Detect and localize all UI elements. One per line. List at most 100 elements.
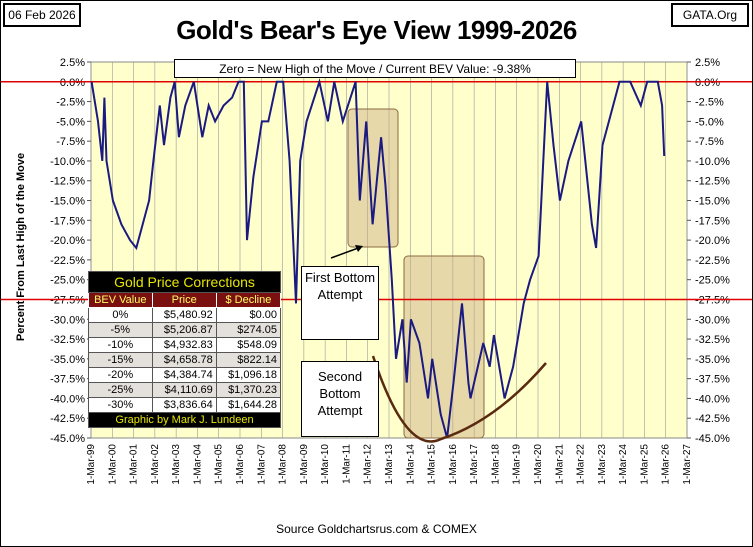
- y-tick-label-left: -25.0%: [50, 275, 85, 287]
- arrow-head: [355, 245, 363, 252]
- table-cell: -25%: [88, 382, 153, 398]
- x-tick-label: 1-Mar-15: [427, 444, 438, 485]
- x-tick-label: 1-Mar-20: [533, 444, 544, 485]
- y-tick-label-right: -37.5%: [695, 374, 730, 386]
- y-tick-label-right: -32.5%: [695, 334, 730, 346]
- y-tick-label-left: -37.5%: [50, 374, 85, 386]
- y-tick-label-right: -45.0%: [695, 433, 730, 445]
- y-tick-label-left: -42.5%: [50, 413, 85, 425]
- x-tick-label: 1-Mar-02: [150, 444, 161, 485]
- table-cell: -10%: [88, 337, 153, 353]
- table-title: Gold Price Corrections: [88, 271, 281, 293]
- x-tick-label: 1-Mar-17: [469, 444, 480, 485]
- x-tick-label: 1-Mar-12: [363, 444, 374, 485]
- second-bottom-box: [403, 255, 485, 439]
- y-tick-label-right: -35.0%: [695, 354, 730, 366]
- x-tick-label: 1-Mar-24: [618, 444, 629, 485]
- x-tick-label: 1-Mar-03: [171, 444, 182, 485]
- site-label: GATA.Org: [671, 3, 749, 27]
- y-tick-label-right: -40.0%: [695, 393, 730, 405]
- y-tick-label-right: -22.5%: [695, 255, 730, 267]
- y-tick-label-right: -10.0%: [695, 156, 730, 168]
- table-row: -20% $4,384.74 $1,096.18: [88, 367, 282, 383]
- x-tick-label: 1-Mar-13: [384, 444, 395, 485]
- y-tick-label-right: -12.5%: [695, 176, 730, 188]
- corrections-table: Gold Price Corrections BEV Value Price $ D…: [88, 271, 282, 428]
- x-tick-label: 1-Mar-07: [256, 444, 267, 485]
- y-tick-label-right: 0.0%: [695, 77, 720, 89]
- x-tick-label: 1-Mar-21: [554, 444, 565, 485]
- table-cell: $1,370.23: [215, 382, 282, 398]
- y-tick-label-left: -17.5%: [50, 215, 85, 227]
- y-tick-label-left: -27.5%: [50, 294, 85, 306]
- y-tick-label-right: -25.0%: [695, 275, 730, 287]
- y-tick-label-left: 0.0%: [60, 77, 85, 89]
- y-tick-label-left: -20.0%: [50, 235, 85, 247]
- x-tick-label: 1-Mar-01: [129, 444, 140, 485]
- table-row: -25% $4,110.69 $1,370.23: [88, 382, 282, 398]
- x-tick-label: 1-Mar-09: [299, 444, 310, 485]
- table-cell: $1,096.18: [215, 367, 282, 383]
- y-tick-label-right: -15.0%: [695, 196, 730, 208]
- y-tick-label-right: -20.0%: [695, 235, 730, 247]
- x-tick-label: 1-Mar-06: [235, 444, 246, 485]
- x-tick-label: 1-Mar-23: [597, 444, 608, 485]
- y-tick-label-left: -22.5%: [50, 255, 85, 267]
- y-tick-label-right: -2.5%: [695, 97, 724, 109]
- table-cell: $4,110.69: [151, 382, 217, 398]
- x-tick-label: 1-Mar-11: [341, 444, 352, 484]
- x-tick-label: 1-Mar-04: [192, 444, 203, 485]
- table-cell: $0.00: [215, 307, 282, 323]
- table-cell: $822.14: [215, 352, 282, 368]
- y-tick-label-right: -30.0%: [695, 314, 730, 326]
- table-row: -15% $4,658.78 $822.14: [88, 352, 282, 368]
- table-cell: $3,836.64: [151, 397, 217, 413]
- chart-title: Gold's Bear's Eye View 1999-2026: [176, 15, 577, 45]
- x-tick-label: 1-Mar-19: [512, 444, 523, 485]
- legend-box: Zero = New High of the Move / Current BE…: [174, 59, 576, 78]
- first-bottom-callout: First Bottom Attempt: [301, 266, 379, 340]
- y-tick-label-right: 2.5%: [695, 57, 720, 69]
- y-tick-label-left: -5.0%: [56, 116, 85, 128]
- x-tick-label: 1-Mar-27: [682, 444, 693, 485]
- table-cell: $1,644.28: [215, 397, 282, 413]
- y-tick-label-left: -35.0%: [50, 354, 85, 366]
- second-bottom-callout: Second Bottom Attempt: [301, 361, 379, 437]
- table-row: 0% $5,480.92 $0.00: [88, 307, 282, 323]
- y-tick-label-left: -32.5%: [50, 334, 85, 346]
- table-cell: -5%: [88, 322, 153, 338]
- bottom-curve: [371, 355, 547, 443]
- first-bottom-box: [347, 108, 399, 248]
- y-tick-label-left: -7.5%: [56, 136, 85, 148]
- col-header: $ Decline: [215, 292, 282, 308]
- x-tick-label: 1-Mar-08: [278, 444, 289, 485]
- y-tick-label-left: -12.5%: [50, 176, 85, 188]
- table-row: -30% $3,836.64 $1,644.28: [88, 397, 282, 413]
- x-tick-label: 1-Mar-18: [490, 444, 501, 485]
- source-label: Source Goldchartsrus.com & COMEX: [276, 522, 477, 536]
- table-cell: -30%: [88, 397, 153, 413]
- table-cell: $274.05: [215, 322, 282, 338]
- x-tick-label: 1-Mar-05: [214, 444, 225, 485]
- x-tick-label: 1-Mar-22: [576, 444, 587, 485]
- table-cell: $4,658.78: [151, 352, 217, 368]
- y-tick-label-left: 2.5%: [60, 57, 85, 69]
- y-tick-label-left: -30.0%: [50, 314, 85, 326]
- arrow-line: [330, 246, 362, 259]
- y-tick-label-right: -27.5%: [695, 294, 730, 306]
- table-cell: $4,384.74: [151, 367, 217, 383]
- y-tick-label-right: -7.5%: [695, 136, 724, 148]
- y-tick-label-left: -45.0%: [50, 433, 85, 445]
- table-cell: $5,206.87: [151, 322, 217, 338]
- col-header: Price: [151, 292, 217, 308]
- x-tick-label: 1-Mar-26: [661, 444, 672, 485]
- x-tick-label: 1-Mar-25: [639, 444, 650, 485]
- x-tick-label: 1-Mar-00: [107, 444, 118, 485]
- table-credit: Graphic by Mark J. Lundeen: [88, 412, 281, 428]
- plot-area: 1-Mar-99 1-Mar-00 1-Mar-01 1-Mar-02 1-Mar-03…: [1, 57, 752, 485]
- y-tick-label-right: -5.0%: [695, 116, 724, 128]
- y-tick-label-left: -15.0%: [50, 196, 85, 208]
- y-tick-label-right: -42.5%: [695, 413, 730, 425]
- table-row: -10% $4,932.83 $548.09: [88, 337, 282, 353]
